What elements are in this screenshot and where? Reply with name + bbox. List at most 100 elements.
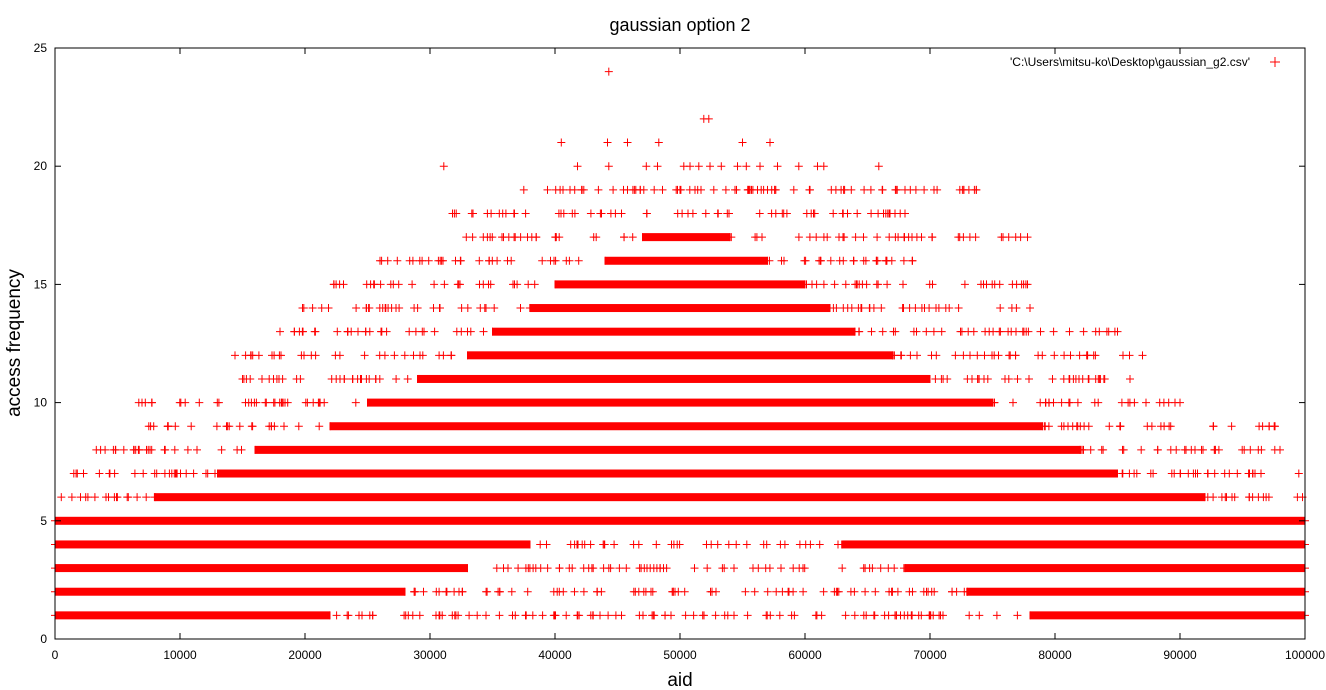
data-point — [509, 280, 517, 289]
data-point — [376, 256, 384, 265]
data-point — [549, 587, 558, 596]
data-point — [1257, 445, 1266, 454]
data-point — [133, 493, 142, 502]
data-point — [549, 611, 558, 620]
data-point — [490, 304, 499, 313]
data-point — [680, 587, 689, 596]
data-point — [568, 209, 577, 218]
y-tick-label: 10 — [34, 396, 48, 410]
data-point — [889, 351, 898, 360]
data-point — [562, 611, 571, 620]
data-point — [901, 209, 909, 218]
data-point — [1225, 469, 1234, 478]
data-point — [268, 351, 276, 360]
data-point — [281, 398, 289, 407]
data-point — [1008, 280, 1017, 289]
data-point — [573, 162, 582, 171]
data-point — [671, 587, 679, 596]
data-point — [202, 469, 210, 478]
data-point — [1149, 469, 1158, 478]
data-band-fill — [842, 540, 1305, 549]
data-point — [939, 611, 947, 620]
data-point — [92, 445, 101, 454]
data-point — [778, 209, 787, 218]
data-point — [877, 304, 886, 313]
data-point — [235, 422, 244, 431]
data-point — [160, 445, 169, 454]
data-point — [258, 374, 266, 383]
data-point — [689, 611, 698, 620]
data-point — [746, 185, 754, 194]
data-point — [951, 351, 960, 360]
data-point — [929, 327, 938, 336]
data-point — [1094, 398, 1103, 407]
x-tick-label: 60000 — [788, 648, 822, 662]
data-point — [794, 233, 803, 242]
data-point — [559, 185, 567, 194]
data-point — [473, 611, 482, 620]
data-point — [1050, 351, 1059, 360]
data-point — [280, 422, 288, 431]
data-point — [83, 493, 92, 502]
data-point — [493, 256, 502, 265]
data-point — [1167, 469, 1176, 478]
data-point — [511, 611, 520, 620]
data-point — [932, 304, 940, 313]
data-point — [763, 185, 772, 194]
data-point — [850, 587, 859, 596]
data-point — [1013, 374, 1022, 383]
data-band-fill — [55, 564, 468, 573]
data-point — [867, 327, 876, 336]
data-point — [69, 469, 78, 478]
data-point — [1124, 398, 1133, 407]
data-point — [776, 540, 785, 549]
data-point — [724, 540, 733, 549]
data-point — [1222, 493, 1231, 502]
data-point — [927, 587, 936, 596]
data-point — [917, 233, 926, 242]
data-point — [1104, 327, 1113, 336]
data-point — [1099, 445, 1108, 454]
data-point — [139, 469, 148, 478]
data-point — [555, 233, 564, 242]
data-band-fill — [492, 327, 855, 336]
data-point — [874, 162, 883, 171]
data-point — [329, 280, 338, 289]
data-point — [1007, 304, 1016, 313]
data-point — [859, 611, 868, 620]
data-point — [819, 587, 828, 596]
data-point — [896, 611, 905, 620]
data-point — [1276, 445, 1284, 454]
data-point — [997, 233, 1006, 242]
data-point — [709, 185, 718, 194]
data-point — [908, 256, 917, 265]
data-point — [521, 564, 530, 573]
data-point — [767, 209, 776, 218]
data-point — [435, 587, 444, 596]
data-point — [1184, 469, 1193, 478]
legend: 'C:\Users\mitsu-ko\Desktop\gaussian_g2.c… — [1010, 55, 1280, 69]
data-point — [751, 233, 760, 242]
data-point — [604, 67, 613, 76]
data-point — [405, 256, 414, 265]
data-point — [463, 304, 472, 313]
data-point — [732, 540, 741, 549]
data-point — [1036, 327, 1045, 336]
chart-title: gaussian option 2 — [609, 15, 750, 35]
data-point — [620, 233, 629, 242]
data-point — [1076, 422, 1085, 431]
data-point — [495, 611, 504, 620]
data-point — [176, 469, 185, 478]
data-point — [142, 493, 151, 502]
data-point — [195, 398, 204, 407]
data-point — [212, 422, 221, 431]
plot-frame — [54, 47, 1306, 640]
data-point — [465, 611, 474, 620]
data-point — [983, 374, 992, 383]
data-point — [701, 209, 710, 218]
data-point — [95, 469, 104, 478]
data-point — [706, 162, 714, 171]
data-point — [596, 611, 604, 620]
data-point — [966, 351, 974, 360]
data-point — [795, 540, 804, 549]
